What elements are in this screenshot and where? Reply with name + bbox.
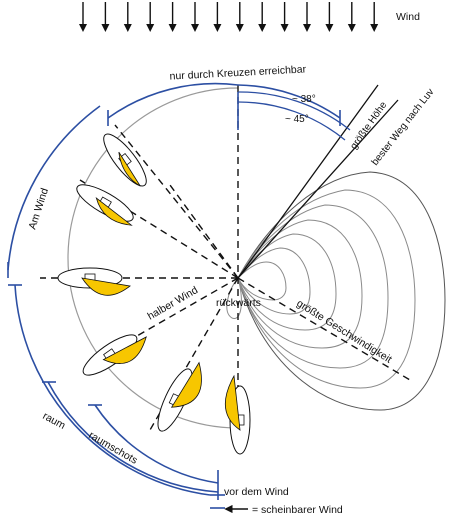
wind-arrow — [325, 2, 334, 32]
highest-point-line — [237, 84, 379, 279]
boat-close-reach — [76, 184, 134, 226]
wind-arrow — [235, 2, 244, 32]
wind-arrow — [101, 2, 110, 32]
label-halber-wind: halber Wind — [146, 284, 201, 322]
wind-label: Wind — [396, 11, 420, 23]
boat-broad-reach — [82, 334, 147, 376]
blue-arcs — [7, 82, 351, 509]
label-bester-weg: bester Weg nach Luv — [370, 87, 437, 168]
wind-arrow — [146, 2, 155, 32]
boat-beam-reach — [57, 267, 131, 296]
label-rueckwaerts: rückwärts — [216, 297, 261, 309]
label-raumschots: raumschots — [87, 429, 140, 467]
label-am-wind: Am Wind — [26, 187, 51, 231]
wind-arrows — [79, 2, 379, 32]
label-raum: raum — [41, 410, 68, 432]
label-vor-dem-wind: vor dem Wind — [224, 486, 289, 498]
wind-arrow — [347, 2, 356, 32]
wind-arrow — [280, 2, 289, 32]
boat-running — [157, 361, 202, 432]
wind-arrow — [303, 2, 311, 32]
label-groesste-geschwindigkeit: größte Geschwindigkeit — [294, 297, 393, 365]
wind-arrow — [258, 2, 267, 32]
wind-arrow — [213, 2, 222, 32]
boat-dead-run — [224, 374, 251, 455]
wind-arrow — [123, 2, 132, 32]
label-kreuzen: nur durch Kreuzen erreichbar — [169, 63, 307, 82]
wind-arrow — [168, 2, 177, 32]
best-way-upwind-line — [237, 99, 399, 279]
boat-close-hauled — [103, 133, 147, 187]
wind-arrow — [79, 2, 87, 32]
boat-track-arc — [67, 87, 239, 429]
polar-speed-curves — [237, 171, 446, 411]
label-angle-45: ~ 45° — [285, 114, 309, 125]
wind-arrow — [191, 2, 199, 32]
label-angle-38: ~ 38° — [292, 94, 316, 105]
legend-apparent-wind: = scheinbarer Wind — [224, 504, 343, 516]
legend-apparent-wind-text: = scheinbarer Wind — [252, 504, 343, 516]
wind-arrow — [370, 2, 379, 32]
